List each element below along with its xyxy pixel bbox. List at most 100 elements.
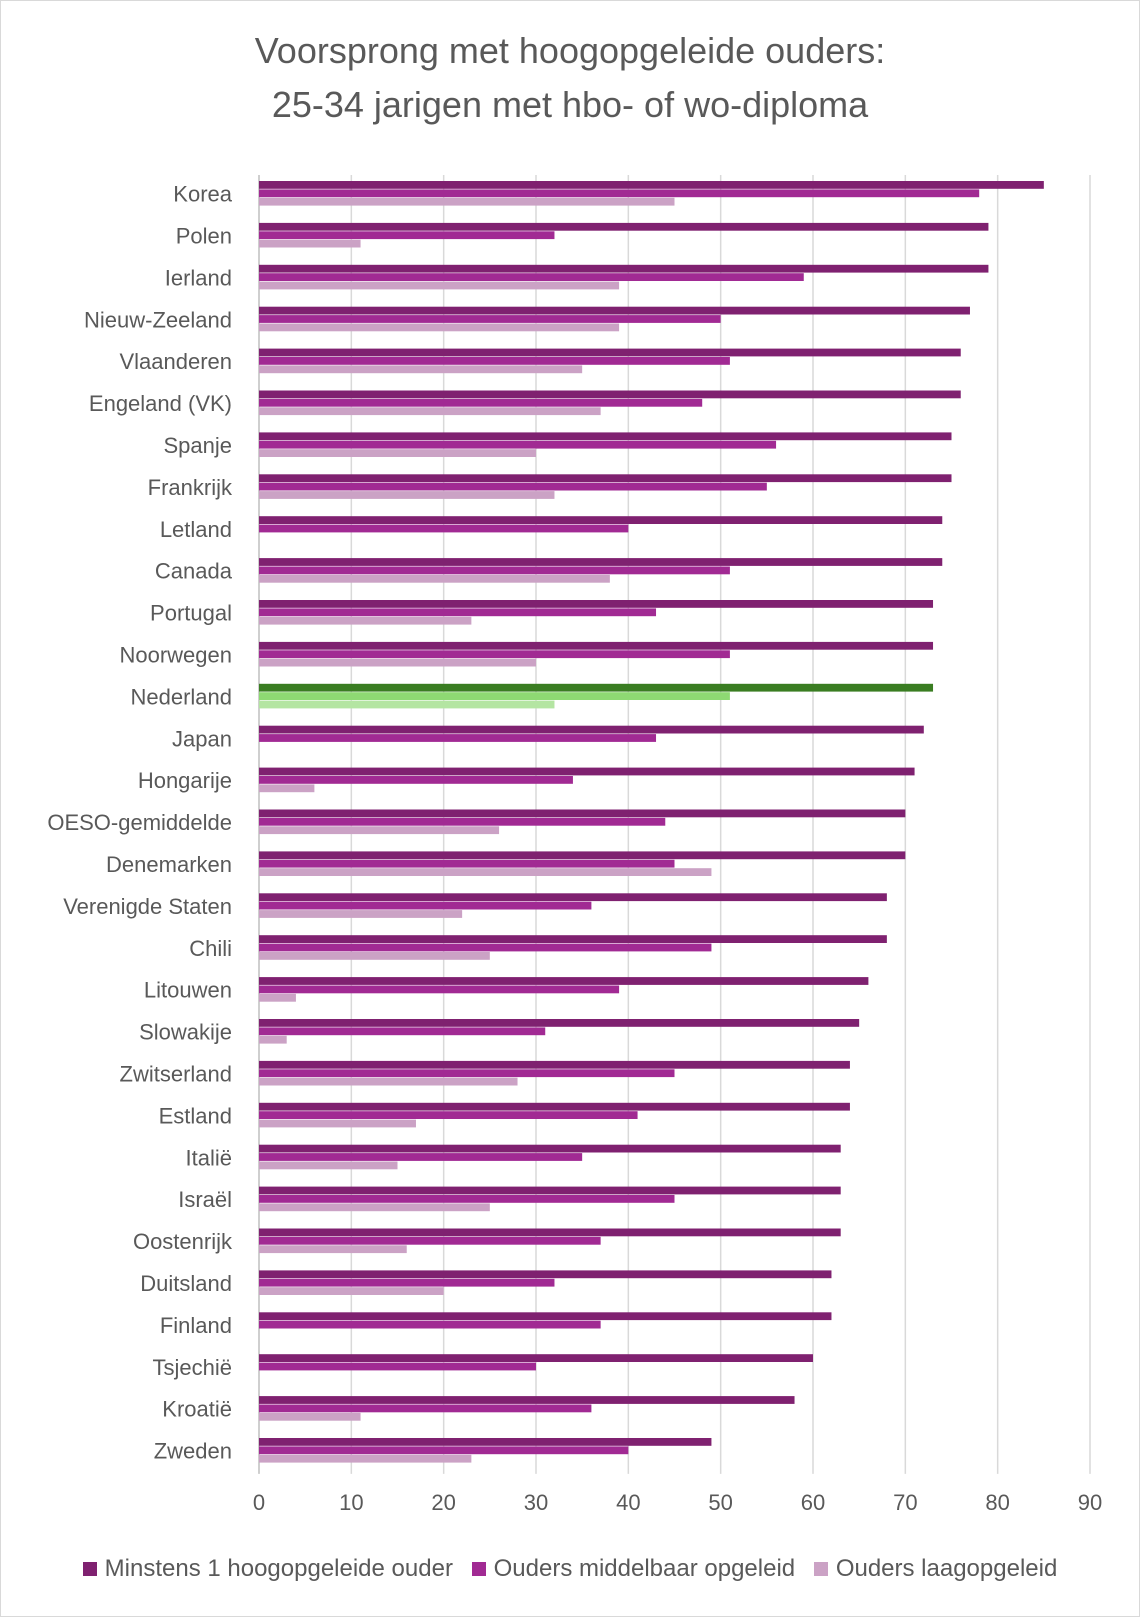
category-label: Ierland: [165, 265, 232, 290]
bar-middelbaar: [259, 1278, 555, 1287]
category-label: Estland: [159, 1103, 232, 1128]
bar-middelbaar: [259, 1027, 546, 1036]
bar-laag: [259, 323, 620, 332]
bar-laag: [259, 700, 555, 709]
category-label: Denemarken: [106, 852, 232, 877]
bar-hoog: [259, 977, 869, 985]
bar-middelbaar: [259, 1446, 629, 1455]
bar-laag: [259, 197, 675, 206]
bar-laag: [259, 616, 472, 625]
x-tick-label: 10: [339, 1490, 363, 1515]
bar-laag: [259, 239, 361, 248]
bar-hoog: [259, 893, 887, 902]
bar-middelbaar: [259, 734, 657, 742]
bar-middelbaar: [259, 315, 721, 323]
bar-hoog: [259, 181, 1044, 189]
bar-middelbaar: [259, 440, 777, 449]
bar-hoog: [259, 600, 934, 608]
category-label: Litouwen: [144, 978, 232, 1003]
category-label: Duitsland: [140, 1271, 232, 1296]
bar-middelbaar: [259, 1404, 592, 1413]
bar-middelbaar: [259, 482, 767, 491]
bar-laag: [259, 365, 583, 374]
category-label: Finland: [160, 1313, 232, 1338]
bar-laag: [259, 868, 712, 876]
x-tick-label: 90: [1078, 1490, 1102, 1515]
bar-laag: [259, 1412, 361, 1421]
bar-hoog: [259, 222, 989, 231]
bar-middelbaar: [259, 1111, 638, 1119]
legend: Minstens 1 hoogopgeleide ouder Ouders mi…: [0, 1555, 1140, 1583]
x-tick-label: 80: [985, 1490, 1009, 1515]
bar-chart: Korea Polen Ierland Nieuw-Zeeland Vlaanderen…: [47, 175, 1102, 1515]
bar-hoog: [259, 1228, 841, 1237]
legend-label-1: Ouders middelbaar opgeleid: [493, 1555, 796, 1582]
bar-hoog: [259, 935, 887, 943]
bar-hoog: [259, 474, 952, 483]
bar-middelbaar: [259, 943, 712, 952]
bar-middelbaar: [259, 776, 573, 784]
bar-laag: [259, 1287, 444, 1295]
category-label: Nieuw-Zeeland: [84, 307, 232, 332]
category-label: Zwitserland: [120, 1062, 232, 1087]
bar-laag: [259, 1454, 472, 1463]
category-label: Slowakije: [139, 1020, 232, 1045]
bar-hoog: [259, 1060, 850, 1069]
bar-hoog: [259, 306, 970, 315]
bar-middelbaar: [259, 859, 675, 868]
bar-hoog: [259, 1144, 841, 1153]
bar-laag: [259, 910, 463, 918]
category-label: Nederland: [130, 684, 232, 709]
bar-middelbaar: [259, 189, 980, 198]
bar-hoog: [259, 432, 952, 441]
legend-swatch-0: [82, 1562, 97, 1576]
category-label: Italië: [186, 1145, 232, 1170]
bar-middelbaar: [259, 1195, 675, 1203]
category-label: Canada: [155, 559, 233, 584]
bar-laag: [259, 574, 610, 583]
category-label: Polen: [176, 224, 232, 249]
category-label: Oostenrijk: [133, 1229, 233, 1254]
category-label: Frankrijk: [148, 475, 233, 500]
x-tick-label: 60: [801, 1490, 825, 1515]
bar-laag: [259, 993, 296, 1002]
bar-laag: [259, 281, 620, 290]
bar-middelbaar: [259, 1236, 601, 1245]
bar-hoog: [259, 1396, 795, 1404]
bar-middelbaar: [259, 692, 730, 700]
bar-hoog: [259, 1186, 841, 1195]
category-labels: Korea Polen Ierland Nieuw-Zeeland Vlaanderen…: [47, 182, 233, 1464]
bar-hoog: [259, 1354, 813, 1362]
bar-laag: [259, 1203, 490, 1212]
category-label: Korea: [173, 182, 232, 207]
bar-middelbaar: [259, 231, 555, 240]
category-label: Chili: [189, 936, 232, 961]
category-label: Tsjechië: [153, 1355, 232, 1380]
bar-hoog: [259, 264, 989, 273]
legend-swatch-1: [471, 1562, 486, 1576]
category-label: Israël: [178, 1187, 232, 1212]
bar-middelbaar: [259, 608, 657, 617]
category-label: Engeland (VK): [89, 391, 232, 416]
bars: [259, 181, 1044, 1463]
category-label: Noorwegen: [119, 643, 232, 668]
category-label: Verenigde Staten: [63, 894, 232, 919]
category-label: Letland: [160, 517, 232, 542]
bar-laag: [259, 1245, 407, 1254]
bar-middelbaar: [259, 566, 730, 575]
bar-hoog: [259, 851, 906, 860]
x-tick-label: 30: [524, 1490, 548, 1515]
legend-item-1: Ouders middelbaar opgeleid: [471, 1555, 796, 1583]
bar-middelbaar: [259, 1320, 601, 1329]
x-tick-label: 70: [893, 1490, 917, 1515]
chart-title-line-1: Voorsprong met hoogopgeleide ouders:: [254, 30, 886, 71]
bar-middelbaar: [259, 985, 620, 994]
bar-laag: [259, 952, 490, 960]
x-axis-ticks: 0 10 20 30 40 50 60 70 80 90: [253, 1490, 1102, 1515]
bar-laag: [259, 1161, 398, 1170]
bar-middelbaar: [259, 901, 592, 910]
bar-hoog: [259, 725, 924, 734]
bar-laag: [259, 826, 500, 835]
bar-laag: [259, 491, 555, 499]
bar-laag: [259, 1035, 287, 1044]
